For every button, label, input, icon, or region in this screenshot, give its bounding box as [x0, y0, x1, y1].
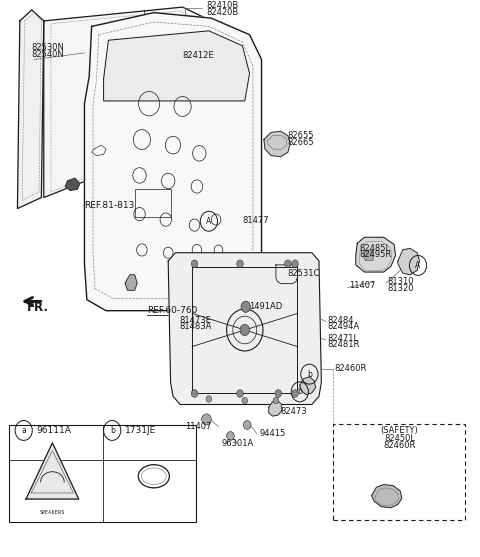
Polygon shape [104, 31, 250, 101]
Polygon shape [269, 400, 282, 416]
Text: 82420B: 82420B [206, 8, 239, 17]
Polygon shape [300, 377, 316, 394]
Bar [333, 424, 465, 520]
Text: 81473E: 81473E [179, 316, 211, 325]
Circle shape [273, 397, 279, 404]
Text: 82494A: 82494A [327, 322, 359, 331]
Polygon shape [276, 265, 298, 284]
Polygon shape [356, 237, 396, 272]
Text: 82473: 82473 [281, 407, 307, 416]
Polygon shape [264, 131, 290, 157]
Text: A: A [415, 261, 420, 270]
Circle shape [292, 389, 299, 397]
Polygon shape [84, 13, 262, 311]
Circle shape [275, 389, 282, 397]
Circle shape [243, 421, 251, 429]
Text: A: A [206, 217, 212, 226]
Circle shape [191, 260, 198, 267]
Text: 82530N: 82530N [32, 43, 65, 52]
Circle shape [202, 414, 211, 425]
Text: 82531C: 82531C [288, 269, 320, 278]
Text: 81477: 81477 [242, 216, 269, 225]
Text: a: a [21, 426, 26, 435]
Text: 96301A: 96301A [222, 439, 254, 448]
Text: 82481R: 82481R [327, 340, 360, 349]
Circle shape [285, 260, 291, 267]
Polygon shape [92, 145, 106, 155]
Text: b: b [298, 387, 302, 397]
Polygon shape [65, 178, 80, 190]
Text: 81320: 81320 [387, 284, 414, 292]
Text: 1731JE: 1731JE [125, 426, 156, 435]
Text: 1491AD: 1491AD [249, 302, 282, 311]
Text: 82460R: 82460R [335, 364, 367, 373]
Text: SPEAKERS: SPEAKERS [40, 510, 65, 515]
Text: 94415: 94415 [259, 429, 286, 438]
Text: b: b [307, 370, 312, 379]
Polygon shape [398, 248, 420, 275]
Polygon shape [372, 485, 402, 508]
Polygon shape [363, 250, 373, 261]
Text: 82655: 82655 [288, 131, 314, 140]
Text: 82485L: 82485L [360, 244, 391, 253]
Text: 11407: 11407 [349, 281, 375, 290]
Text: 82484: 82484 [327, 316, 354, 325]
Circle shape [237, 260, 243, 267]
Bar [135, 189, 170, 217]
Polygon shape [17, 10, 44, 208]
Text: 82471L: 82471L [327, 334, 358, 343]
Text: REF.60-760: REF.60-760 [147, 306, 197, 315]
Text: 96111A: 96111A [36, 426, 72, 435]
Circle shape [240, 325, 250, 335]
Text: 82410B: 82410B [206, 1, 239, 10]
Text: 11407: 11407 [185, 422, 211, 431]
Bar [144, 46, 221, 98]
Text: (SAFETY): (SAFETY) [381, 426, 418, 435]
Text: FR.: FR. [27, 301, 49, 314]
Circle shape [206, 395, 212, 402]
Text: 81483A: 81483A [179, 322, 212, 331]
Polygon shape [168, 253, 322, 404]
Circle shape [227, 432, 234, 441]
Polygon shape [125, 275, 137, 290]
Circle shape [292, 260, 299, 267]
Text: 82540N: 82540N [32, 50, 64, 58]
Text: 82665: 82665 [288, 138, 314, 147]
Text: 82450L: 82450L [384, 434, 415, 443]
Text: 81310: 81310 [387, 277, 414, 286]
Text: REF.81-813: REF.81-813 [84, 201, 135, 211]
Polygon shape [44, 7, 211, 198]
Text: b: b [110, 426, 115, 435]
Text: 82495R: 82495R [360, 251, 392, 260]
Circle shape [237, 389, 243, 397]
Polygon shape [26, 443, 79, 499]
Bar [9, 426, 196, 522]
Circle shape [191, 389, 198, 397]
Text: 82412E: 82412E [182, 51, 214, 60]
Text: 82460R: 82460R [383, 441, 416, 451]
Circle shape [241, 301, 251, 312]
Circle shape [242, 397, 248, 404]
